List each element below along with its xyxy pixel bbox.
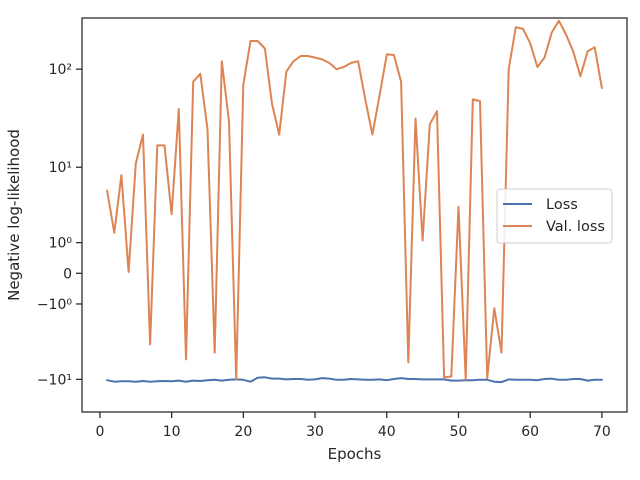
legend-label-val-loss: Val. loss: [546, 219, 605, 235]
x-tick-label: 40: [378, 424, 396, 440]
y-axis-label: Negative log-likelihood: [5, 129, 23, 301]
legend-box: [496, 188, 613, 244]
legend: Loss Val. loss: [496, 188, 613, 244]
x-tick-label: 20: [234, 424, 252, 440]
legend-label-loss: Loss: [546, 197, 578, 213]
y-tick-label: 10²: [49, 62, 72, 78]
x-tick-label: 60: [521, 424, 539, 440]
y-tick-label: −10⁰: [37, 297, 73, 313]
plot-frame: [81, 17, 628, 413]
series-layer: [106, 19, 603, 384]
y-axis: −10¹ −10⁰ 0 10⁰ 10¹ 10²: [37, 62, 82, 388]
y-tick-label: −10¹: [37, 372, 72, 388]
y-tick-label: 10¹: [49, 160, 72, 176]
x-axis: 0 10 20 30 40 50 60 70: [95, 412, 611, 440]
x-tick-label: 10: [163, 424, 181, 440]
x-tick-label: 70: [593, 424, 611, 440]
x-tick-label: 30: [306, 424, 324, 440]
x-tick-label: 0: [95, 424, 104, 440]
y-tick-label: 10⁰: [49, 236, 73, 252]
series-line-val-loss: [106, 19, 603, 381]
y-tick-label: 0: [63, 266, 72, 282]
x-tick-label: 50: [450, 424, 468, 440]
x-axis-label: Epochs: [328, 445, 382, 463]
series-line-loss: [106, 376, 603, 384]
